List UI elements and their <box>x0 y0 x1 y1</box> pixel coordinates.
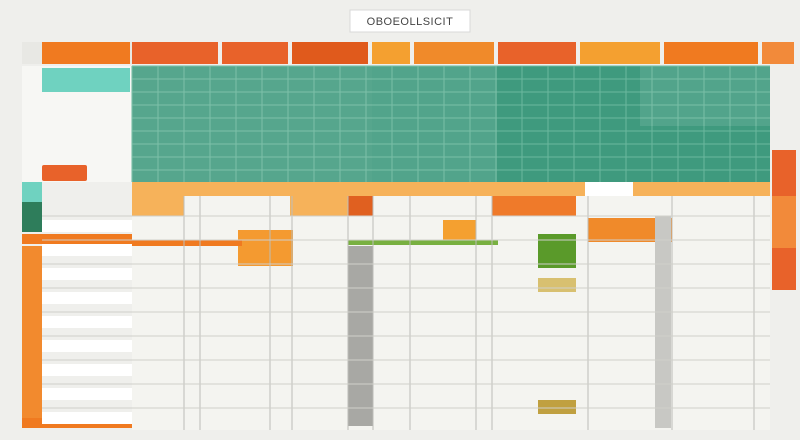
row-stripe <box>42 412 132 424</box>
row-stripe <box>42 388 132 400</box>
green-rule <box>348 240 498 245</box>
left-orange-column <box>22 246 42 428</box>
header-cell <box>664 42 758 64</box>
row-stripe <box>42 364 132 376</box>
cell-orange <box>492 196 576 216</box>
row-stripe <box>42 340 132 352</box>
row-stripe <box>42 292 132 304</box>
cell-dark-orange <box>348 196 373 216</box>
left-teal-tab <box>22 182 42 202</box>
cell-orange <box>132 196 184 216</box>
lower-grid-lines <box>42 196 770 430</box>
teal-shade <box>132 66 372 182</box>
cell-orange <box>290 196 348 216</box>
header-cell <box>132 42 218 64</box>
header-cell <box>372 42 410 64</box>
teal-grid <box>132 66 770 182</box>
cell-green-block <box>538 234 576 268</box>
header-cell <box>414 42 494 64</box>
header-cell <box>498 42 576 64</box>
teal-shade <box>372 66 497 182</box>
header-cell <box>580 42 660 64</box>
header-cell <box>222 42 288 64</box>
left-green-tab <box>22 202 42 232</box>
header-cell <box>762 42 794 64</box>
teal-grid-lines <box>131 65 770 182</box>
band-white <box>585 182 633 196</box>
cell-khaki <box>538 400 576 414</box>
cell-orange-block <box>238 230 293 266</box>
left-header-orange <box>42 42 130 64</box>
row-stripe <box>42 220 132 232</box>
row-stripe <box>42 244 132 256</box>
gray-column <box>655 216 671 428</box>
row-stripe <box>42 316 132 328</box>
title: OBOEOLLSICIT <box>367 16 454 28</box>
cell-orange-block <box>443 220 476 242</box>
row-stripe <box>42 268 132 280</box>
teal-shade <box>640 66 770 126</box>
orange-rule <box>132 240 242 246</box>
left-teal <box>42 68 130 92</box>
cell-khaki <box>538 278 576 292</box>
orange-band <box>132 182 770 196</box>
left-button[interactable] <box>42 165 87 181</box>
left-orange-bar <box>22 234 132 244</box>
right-scroll-thumb[interactable] <box>772 196 796 248</box>
title-box <box>349 9 471 33</box>
header-cell <box>292 42 368 64</box>
